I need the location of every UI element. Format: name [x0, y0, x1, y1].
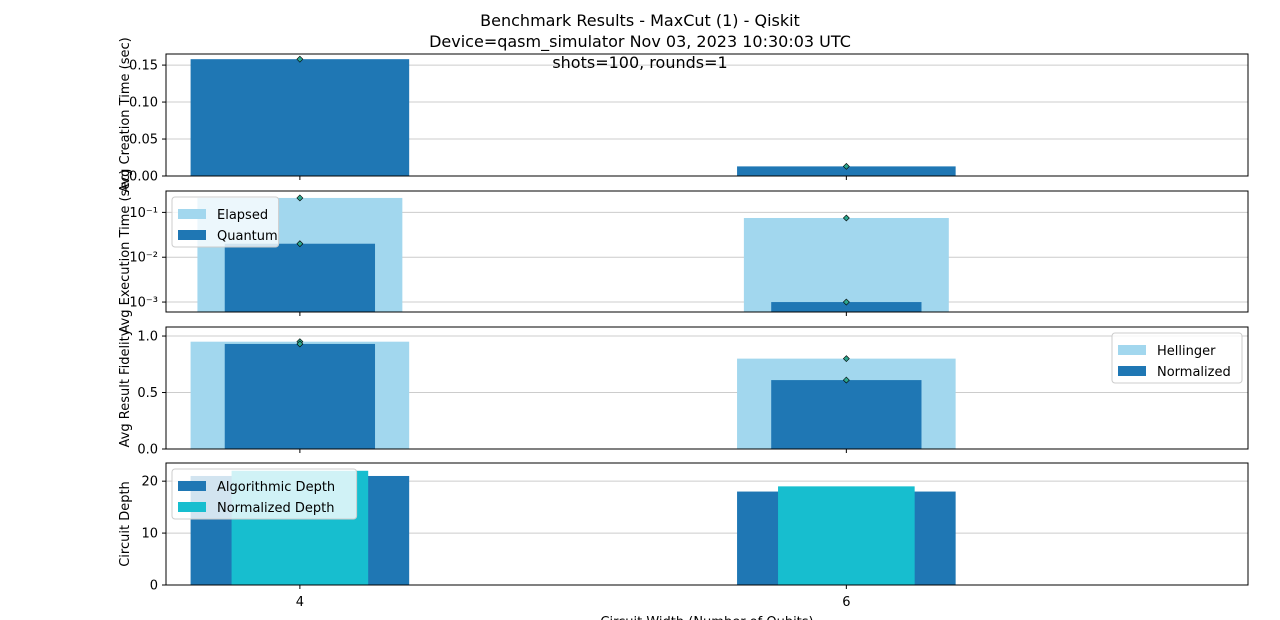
bar-value-4 [190, 59, 410, 176]
data-point-marker [842, 162, 850, 170]
y-tick-label: 1.0 [137, 330, 158, 345]
y-axis-label: Avg Creation Time (sec) [118, 37, 133, 192]
y-axis-label: Circuit Depth [118, 481, 133, 567]
y-tick-label: 0.00 [129, 170, 158, 185]
legend: Elapsed Quantum [171, 196, 280, 248]
bar-quantum-6 [771, 302, 922, 312]
legend-label: Hellinger [1157, 344, 1216, 359]
legend-label: Algorithmic Depth [217, 480, 335, 495]
y-tick-label: 0.0 [137, 443, 158, 458]
x-tick-label: 4 [296, 595, 304, 610]
y-tick-label: 10⁻² [129, 251, 158, 266]
panel-4: 0 10 20 Circuit Depth 4 6 Circuit Width (Numbe… [118, 462, 1249, 620]
bar-normalized-6 [771, 380, 922, 449]
legend-box [171, 468, 358, 520]
y-tick-label: 0.05 [129, 133, 158, 148]
y-tick-label: 10 [141, 527, 158, 542]
legend: Hellinger Normalized [1111, 332, 1243, 384]
bar-quantum-4 [224, 243, 376, 312]
y-tick-label: 10⁻¹ [129, 206, 158, 221]
data-point-marker [296, 340, 304, 348]
legend-label: Elapsed [217, 208, 268, 223]
x-tick-label: 6 [842, 595, 850, 610]
legend-swatch [178, 481, 206, 491]
y-tick-label: 0.5 [137, 386, 158, 401]
legend-label: Quantum [217, 229, 278, 244]
data-point-marker [842, 355, 850, 363]
data-point-marker [296, 55, 304, 63]
title-line-3: shots=100, rounds=1 [552, 53, 727, 72]
legend-label: Normalized Depth [217, 501, 334, 516]
data-point-marker [296, 194, 304, 202]
bar-elapsed-6 [743, 217, 949, 312]
legend-swatch [1118, 345, 1146, 355]
legend-swatch [178, 209, 206, 219]
title-line-2: Device=qasm_simulator Nov 03, 2023 10:30… [429, 32, 851, 52]
x-axis-label: Circuit Width (Number of Qubits) [600, 615, 813, 620]
legend-label: Normalized [1157, 365, 1231, 380]
panel-3: 0.0 0.5 1.0 Avg Result Fidelity Hellinger Nor… [118, 326, 1249, 458]
axes-frame [165, 53, 1249, 177]
y-axis-label: Avg Result Fidelity [118, 328, 133, 447]
axes-frame [165, 462, 1249, 586]
data-point-marker [296, 240, 304, 248]
data-point-marker [842, 214, 850, 222]
axes-frame [165, 326, 1249, 450]
bar-normalized-4 [224, 343, 376, 449]
legend-swatch [178, 230, 206, 240]
legend: Algorithmic Depth Normalized Depth [171, 468, 358, 520]
y-tick-label: 0 [150, 579, 158, 594]
figure-title: Benchmark Results - MaxCut (1) - Qiskit … [429, 11, 851, 52]
legend-swatch [1118, 366, 1146, 376]
y-tick-label: 0.10 [129, 96, 158, 111]
bar-value-6 [737, 166, 956, 176]
y-axis-label: Avg Execution Time (sec) [118, 169, 133, 333]
bar-normalized-depth-6 [778, 486, 915, 585]
y-tick-label: 0.15 [129, 59, 158, 74]
data-point-marker [842, 376, 850, 384]
legend-swatch [178, 502, 206, 512]
axes-frame [165, 190, 1249, 313]
title-line-1: Benchmark Results - MaxCut (1) - Qiskit [480, 11, 800, 30]
data-point-marker [842, 298, 850, 306]
y-tick-label: 20 [141, 475, 158, 490]
y-tick-label: 10⁻³ [129, 296, 158, 311]
